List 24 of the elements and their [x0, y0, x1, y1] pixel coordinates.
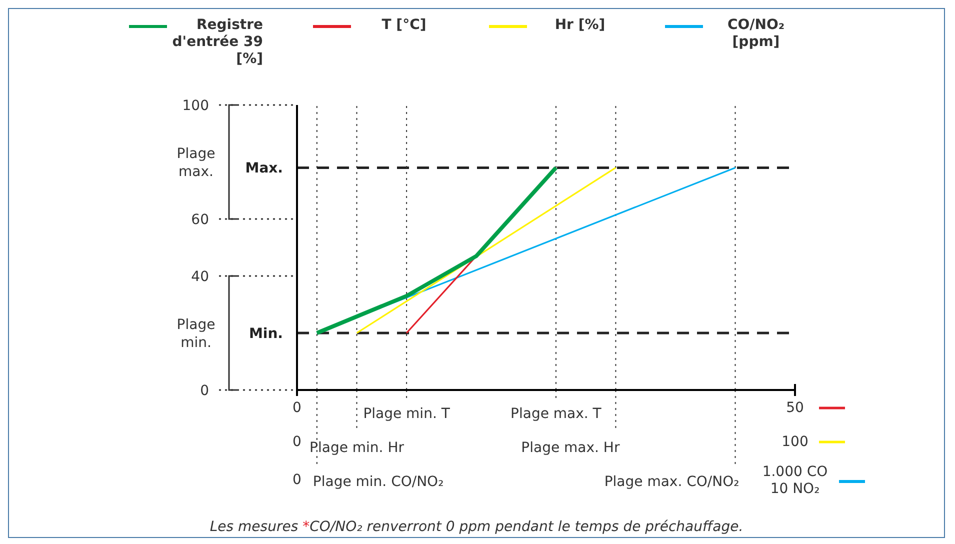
ref-line-label: Plage min. T — [363, 406, 450, 422]
legend-label: T [°C] — [380, 17, 428, 34]
x2-tick-label: 100 — [782, 434, 808, 450]
ref-line-label: Max. — [245, 160, 283, 177]
y-tick-label: 0 — [200, 383, 209, 399]
text: Les mesures *CO/NO₂ renverront 0 ppm pendant le temps de préchauffage. — [210, 519, 744, 535]
ref-line-label: Plage max. Hr — [521, 440, 620, 456]
ref-line-label: Plage max. T — [510, 406, 602, 422]
ref-line-label: Plage min. Hr — [310, 440, 404, 456]
legend-label: CO/NO₂ [ppm] — [726, 17, 786, 51]
y-tick-label: 60 — [191, 212, 209, 228]
x2-tick-label: 0 — [292, 434, 302, 450]
x-tick-label: 50 — [786, 400, 804, 416]
ref-line-label: Plage min. CO/NO₂ — [312, 474, 444, 490]
ref-line-label: Min. — [248, 326, 283, 342]
text: Plage max. — [176, 146, 216, 180]
ref-line-label: Plage max. CO/NO₂ — [604, 474, 740, 490]
legend-label: Hr [%] — [554, 17, 606, 34]
text: 1.000 CO 10 NO₂ — [762, 464, 828, 497]
legend-label: Registre d'entrée 39 [%] — [171, 17, 263, 68]
text: Plage min. — [176, 317, 216, 351]
text: 0 — [292, 472, 302, 488]
y-tick-label: 100 — [182, 98, 209, 114]
y-tick-label: 40 — [191, 269, 209, 285]
